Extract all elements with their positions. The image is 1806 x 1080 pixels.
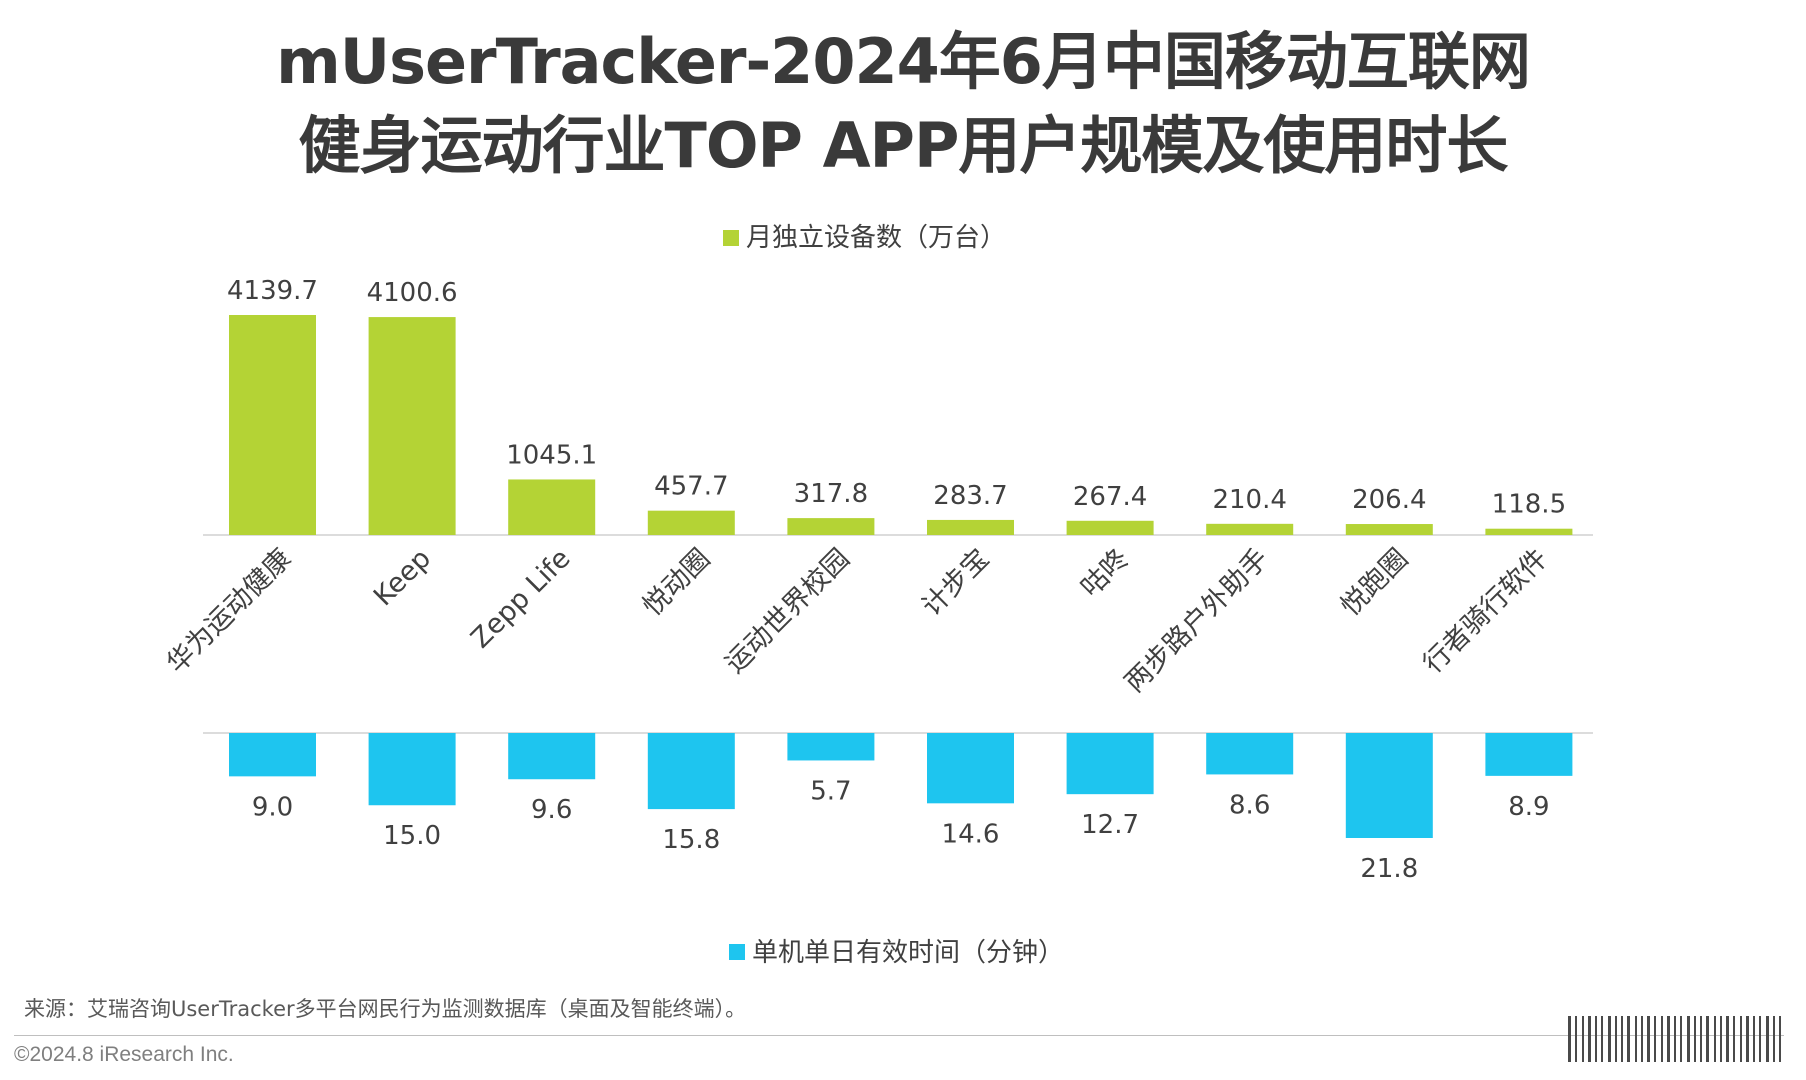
device-bar-0	[229, 315, 316, 535]
device-value-label-1: 4100.6	[367, 278, 458, 308]
device-bar-6	[1066, 520, 1154, 535]
barcode-stripe	[1575, 1016, 1577, 1062]
time-value-label-7: 8.6	[1229, 790, 1270, 820]
barcode-stripe	[1726, 1016, 1729, 1062]
barcode-stripe	[1687, 1016, 1690, 1062]
category-label-3: 悦动圈	[637, 543, 716, 622]
barcode-stripe	[1773, 1016, 1775, 1062]
device-bar-1	[368, 317, 456, 535]
barcode-stripe	[1700, 1016, 1702, 1062]
category-label-8: 悦跑圈	[1335, 543, 1414, 622]
device-bar-5	[927, 519, 1014, 535]
barcode-stripe	[1733, 1016, 1735, 1062]
chart-title: mUserTracker-2024年6月中国移动互联网 健身运动行业TOP AP…	[0, 20, 1806, 188]
barcode-stripe	[1694, 1016, 1696, 1062]
time-bar-7	[1206, 733, 1294, 775]
time-value-label-8: 21.8	[1360, 854, 1418, 884]
device-value-label-7: 210.4	[1212, 485, 1286, 515]
category-label-2: Zepp Life	[465, 543, 576, 654]
time-value-label-4: 5.7	[810, 776, 851, 806]
time-bar-8	[1345, 733, 1433, 838]
footer-divider	[14, 1035, 1784, 1036]
barcode-stripe	[1621, 1016, 1623, 1062]
device-bar-7	[1206, 523, 1294, 535]
device-bar-4	[787, 518, 875, 535]
category-label-4: 运动世界校园	[719, 543, 855, 679]
barcode-stripe	[1746, 1016, 1749, 1062]
title-line-2: 健身运动行业TOP APP用户规模及使用时长	[298, 109, 1509, 182]
time-bar-5	[927, 733, 1014, 804]
barcode-stripe	[1674, 1016, 1676, 1062]
legend-device-label: 月独立设备数（万台）	[746, 223, 1006, 253]
device-bar-9	[1485, 528, 1573, 535]
barcode-stripe	[1766, 1016, 1769, 1062]
category-label-0: 华为运动健康	[161, 543, 297, 679]
barcode-stripe	[1720, 1016, 1722, 1062]
barcode-stripe	[1641, 1016, 1643, 1062]
legend-device-swatch	[723, 230, 739, 246]
time-value-label-6: 12.7	[1081, 810, 1139, 840]
category-label-7: 两步路户外助手	[1119, 543, 1275, 699]
barcode-stripe	[1595, 1016, 1597, 1062]
barcode-stripe	[1654, 1016, 1656, 1062]
legend-time-swatch	[729, 944, 745, 960]
barcode-stripe	[1582, 1016, 1584, 1062]
time-value-label-2: 9.6	[531, 795, 572, 825]
time-value-label-5: 14.6	[942, 819, 1000, 849]
barcode-stripe	[1753, 1016, 1755, 1062]
barcode-stripe	[1661, 1016, 1663, 1062]
time-value-label-3: 15.8	[662, 825, 720, 855]
copyright-text: ©2024.8 iResearch Inc.	[14, 1043, 234, 1066]
barcode-stripe	[1568, 1016, 1571, 1062]
device-value-label-5: 283.7	[933, 481, 1007, 511]
time-bar-9	[1485, 733, 1573, 776]
category-label-1: Keep	[368, 543, 437, 612]
barcode-stripe	[1714, 1016, 1716, 1062]
barcode-stripe	[1588, 1016, 1591, 1062]
device-value-label-2: 1045.1	[506, 440, 597, 470]
time-bar-1	[368, 733, 456, 806]
device-value-label-9: 118.5	[1492, 490, 1566, 520]
legend-time-label: 单机单日有效时间（分钟）	[752, 938, 1064, 968]
time-value-label-1: 15.0	[383, 821, 441, 851]
time-bar-3	[647, 733, 735, 810]
device-value-label-3: 457.7	[654, 472, 728, 502]
device-bar-2	[508, 479, 596, 535]
device-value-label-6: 267.4	[1073, 482, 1147, 512]
barcode-stripe	[1601, 1016, 1603, 1062]
barcode-stripe	[1647, 1016, 1650, 1062]
time-bar-6	[1066, 733, 1154, 795]
source-note: 来源：艾瑞咨询UserTracker多平台网民行为监测数据库（桌面及智能终端）。	[24, 997, 747, 1021]
barcode-stripe	[1706, 1016, 1709, 1062]
device-value-label-4: 317.8	[794, 479, 868, 509]
category-label-9: 行者骑行软件	[1417, 543, 1553, 679]
device-bar-8	[1345, 524, 1433, 535]
time-bar-2	[508, 733, 596, 780]
barcode-stripe	[1667, 1016, 1670, 1062]
time-bar-0	[229, 733, 316, 777]
device-bar-3	[647, 510, 735, 535]
device-value-label-0: 4139.7	[227, 276, 318, 306]
time-value-label-0: 9.0	[252, 792, 293, 822]
barcode-stripe	[1627, 1016, 1630, 1062]
barcode-stripe	[1759, 1016, 1761, 1062]
barcode-stripe	[1740, 1016, 1742, 1062]
device-value-label-8: 206.4	[1352, 485, 1426, 515]
category-label-5: 计步宝	[916, 543, 995, 622]
barcode-stripe	[1680, 1016, 1682, 1062]
time-bar-4	[787, 733, 875, 761]
title-line-1: mUserTracker-2024年6月中国移动互联网	[276, 25, 1531, 98]
barcode-stripe	[1635, 1016, 1637, 1062]
barcode-stripe	[1608, 1016, 1611, 1062]
category-label-6: 咕咚	[1075, 543, 1135, 603]
barcode-stripe	[1779, 1016, 1781, 1062]
time-value-label-9: 8.9	[1508, 792, 1549, 822]
barcode-stripe	[1615, 1016, 1617, 1062]
watermark-barcode	[1568, 1016, 1781, 1062]
